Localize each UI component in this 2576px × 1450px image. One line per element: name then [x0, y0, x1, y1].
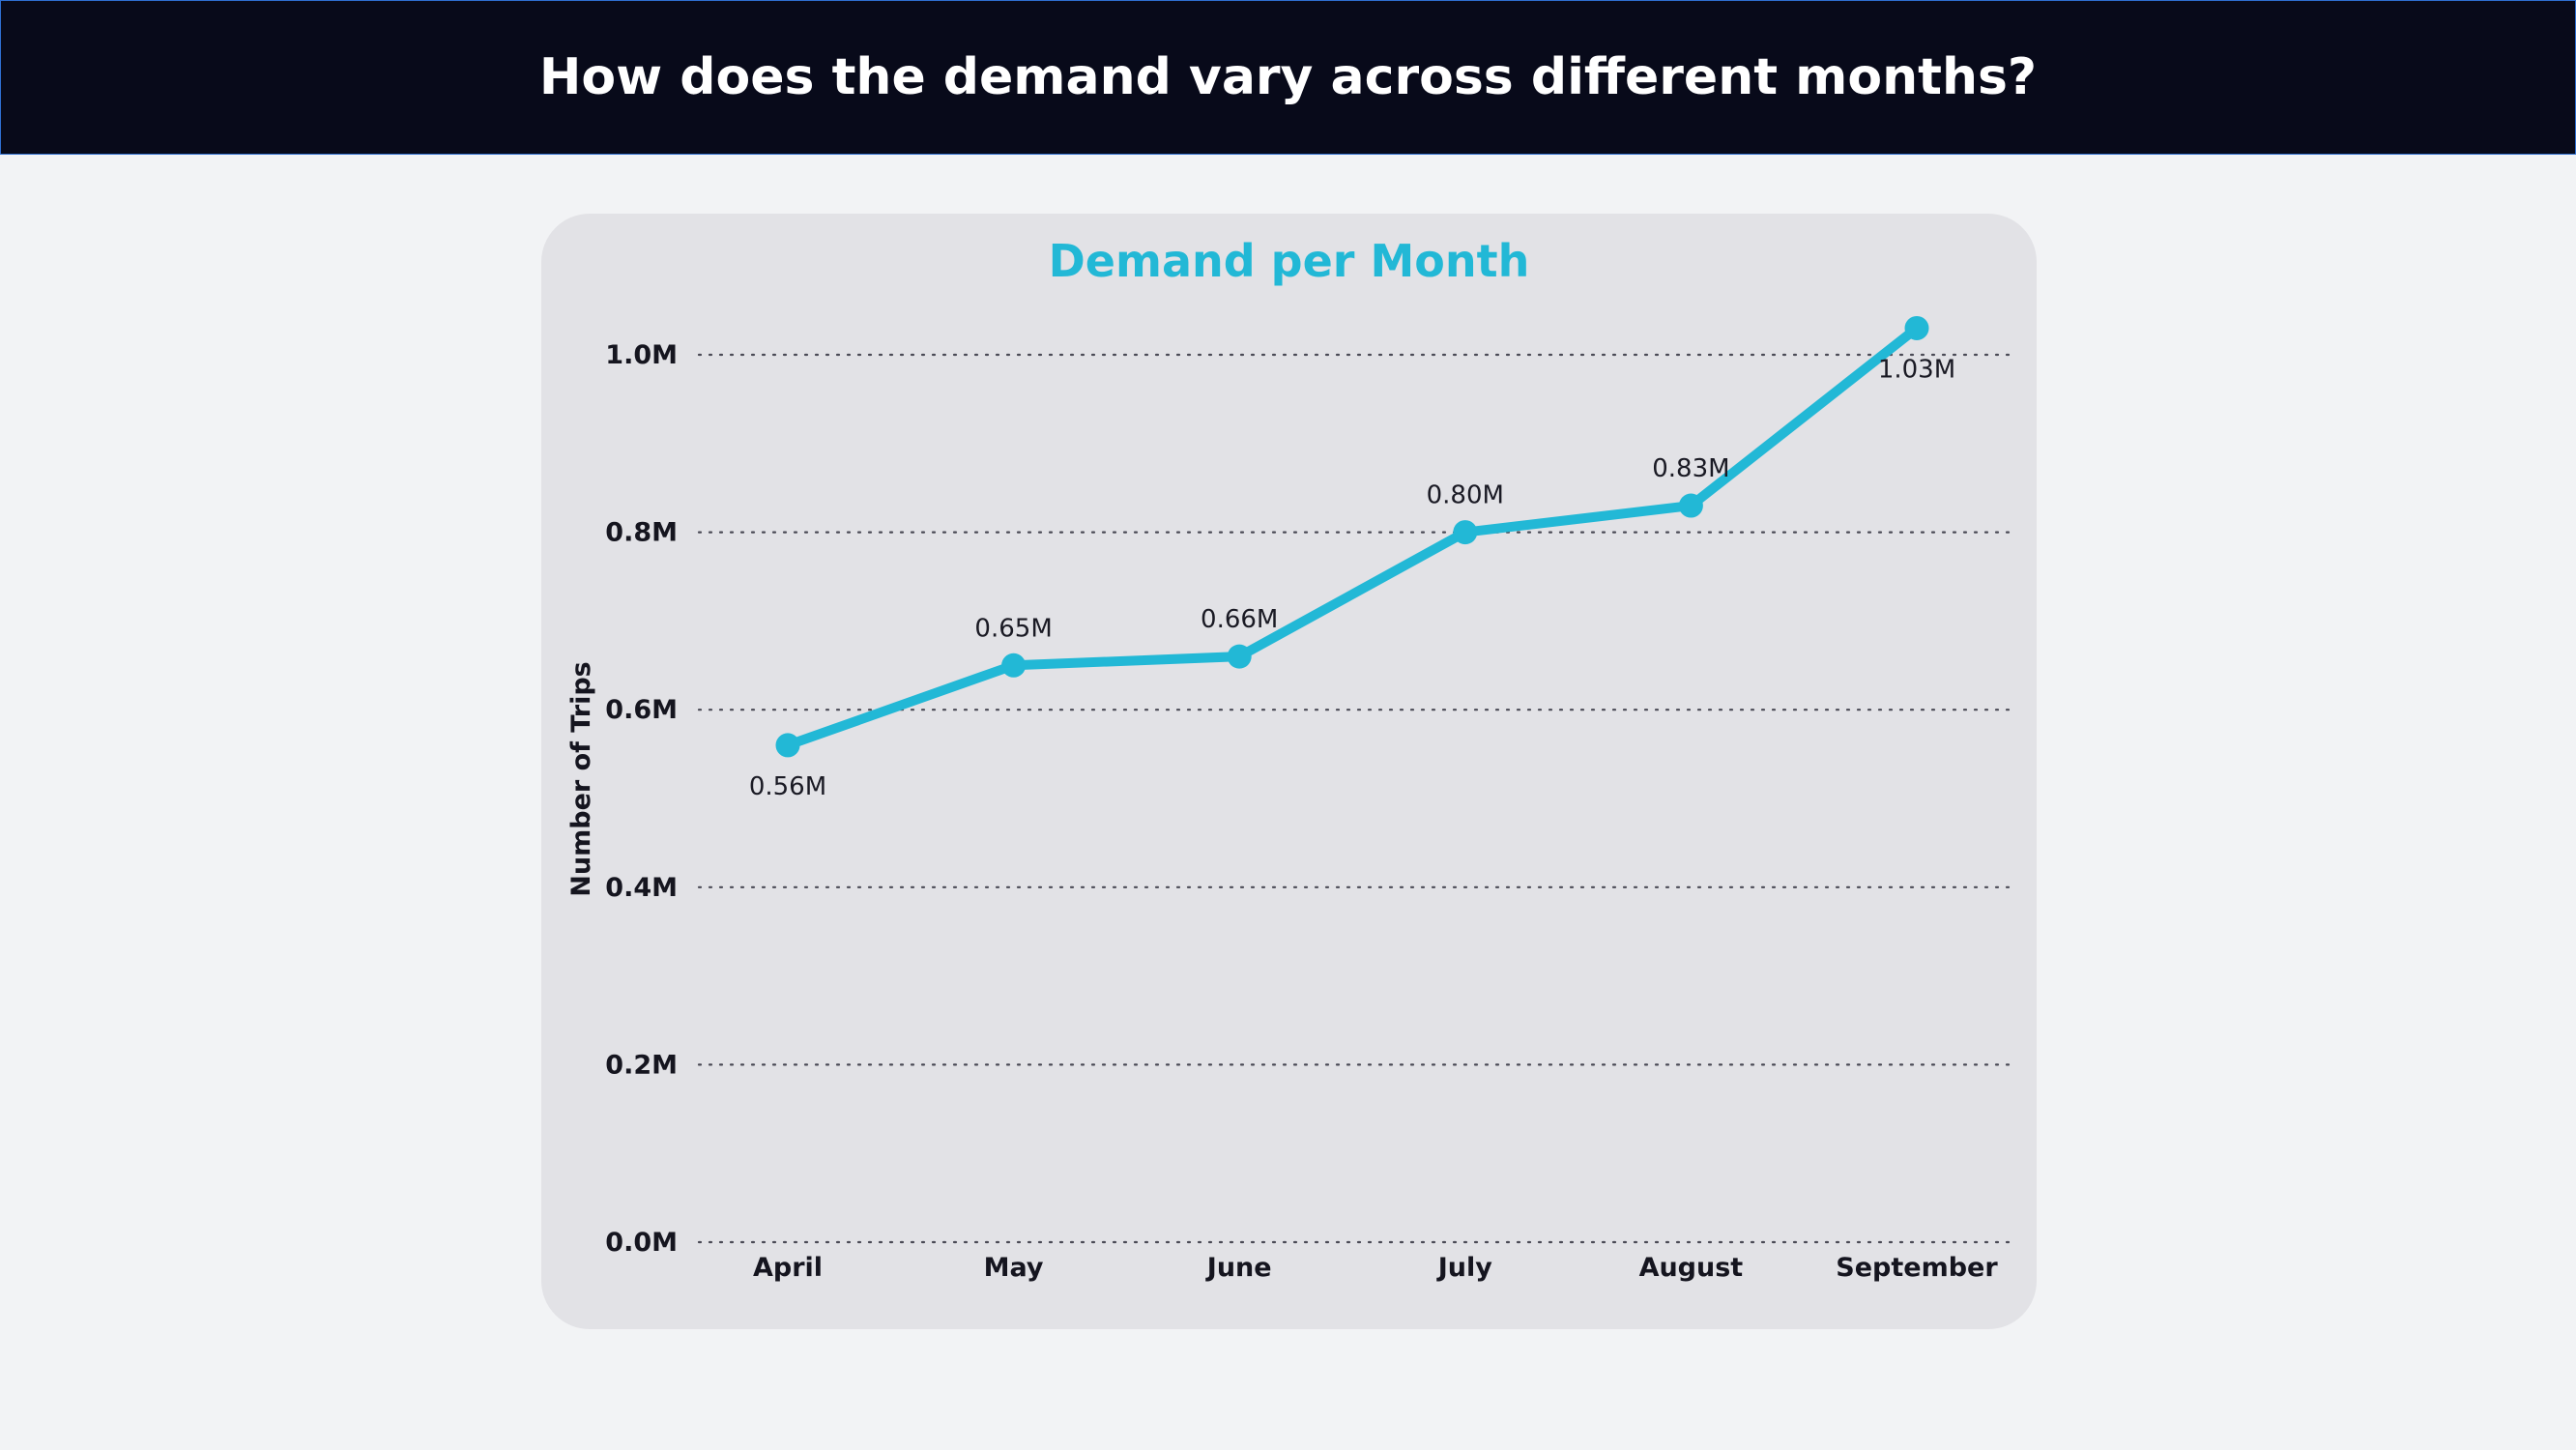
y-axis-label: Number of Trips — [566, 661, 596, 896]
gridlines — [697, 353, 2011, 1244]
data-point — [775, 733, 800, 758]
data-labels: 0.56M 0.65M 0.66M 0.80M 0.83M 1.03M — [749, 355, 1955, 800]
x-tick-label: September — [1836, 1253, 1998, 1283]
y-tick-label: 1.0M — [605, 340, 678, 370]
series-line — [783, 323, 1922, 750]
chart-card: Demand per Month 0.0M 0.2M 0.4M 0.6M 0.8M 1.0… — [541, 214, 2037, 1329]
header-bar: How does the demand vary across differen… — [0, 0, 2576, 155]
data-point — [1678, 493, 1703, 518]
data-label: 0.66M — [1201, 605, 1278, 634]
data-label: 0.83M — [1652, 454, 1729, 483]
data-label: 0.65M — [974, 614, 1052, 643]
data-label: 0.80M — [1427, 481, 1504, 510]
page-title: How does the demand vary across differen… — [538, 48, 2038, 106]
data-point — [1453, 520, 1478, 545]
chart-title: Demand per Month — [1048, 235, 1530, 287]
y-tick-label: 0.2M — [605, 1050, 678, 1080]
x-tick-label: May — [984, 1253, 1044, 1283]
y-tick-label: 0.6M — [605, 695, 678, 725]
data-point — [1227, 644, 1252, 669]
data-point — [1001, 652, 1027, 678]
y-tick-label: 0.4M — [605, 873, 678, 903]
line-chart: 0.0M 0.2M 0.4M 0.6M 0.8M 1.0M April May June Jul… — [566, 315, 2011, 1283]
data-label: 0.56M — [749, 772, 826, 801]
x-tick-label: June — [1205, 1253, 1272, 1283]
data-point — [1904, 315, 1929, 340]
series-demand — [775, 315, 1929, 758]
data-label: 1.03M — [1878, 355, 1955, 384]
x-axis-ticks: April May June July August September — [753, 1253, 1998, 1283]
x-tick-label: August — [1639, 1253, 1744, 1283]
y-tick-label: 0.8M — [605, 518, 678, 548]
x-tick-label: April — [753, 1253, 823, 1283]
x-tick-label: July — [1436, 1253, 1493, 1283]
y-tick-label: 0.0M — [605, 1228, 678, 1258]
y-axis-ticks: 0.0M 0.2M 0.4M 0.6M 0.8M 1.0M — [605, 340, 678, 1258]
